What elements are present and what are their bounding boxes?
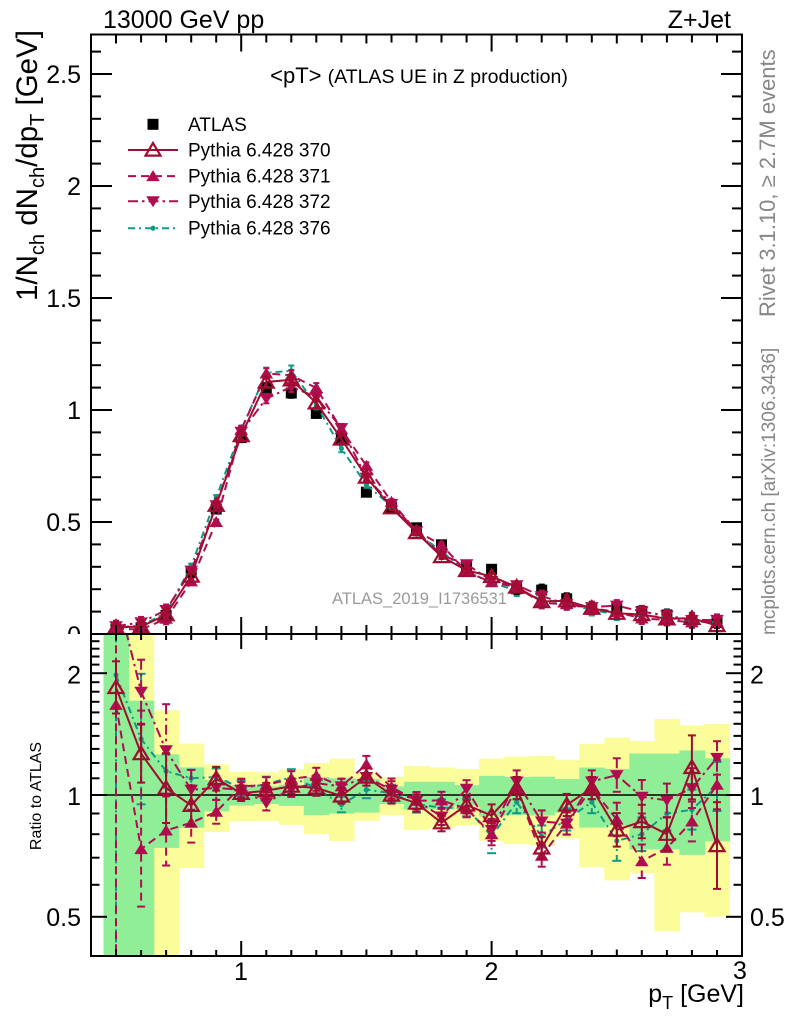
svg-text:1.5: 1.5 [46, 285, 81, 313]
svg-text:0.5: 0.5 [46, 509, 81, 537]
svg-text:Pythia 6.428 371: Pythia 6.428 371 [188, 167, 331, 188]
svg-text:1: 1 [67, 783, 81, 811]
svg-text:Rivet 3.1.10, ≥ 2.7M events: Rivet 3.1.10, ≥ 2.7M events [755, 49, 780, 317]
svg-text:2: 2 [485, 958, 499, 986]
svg-text:Pythia 6.428 372: Pythia 6.428 372 [188, 192, 331, 213]
svg-text:3: 3 [733, 957, 747, 985]
svg-text:0: 0 [67, 622, 81, 650]
svg-text:2: 2 [67, 173, 81, 201]
svg-text:13000 GeV pp: 13000 GeV pp [103, 6, 264, 34]
svg-text:1: 1 [234, 958, 248, 986]
svg-text:2: 2 [750, 662, 764, 690]
svg-text:Ratio to ATLAS: Ratio to ATLAS [28, 742, 45, 850]
svg-text:1: 1 [750, 783, 764, 811]
svg-text:0.5: 0.5 [46, 904, 81, 932]
svg-text:ATLAS_2019_I1736531: ATLAS_2019_I1736531 [332, 590, 507, 608]
svg-text:<pT> (ATLAS UE in Z production: <pT> (ATLAS UE in Z production) [270, 63, 568, 88]
svg-text:ATLAS: ATLAS [188, 115, 247, 136]
svg-text:0.5: 0.5 [750, 904, 785, 932]
svg-text:1/Nch dNch/dpT [GeV]: 1/Nch dNch/dpT [GeV] [11, 30, 49, 301]
svg-text:1: 1 [67, 397, 81, 425]
svg-text:mcplots.cern.ch [arXiv:1306.34: mcplots.cern.ch [arXiv:1306.3436] [759, 348, 780, 635]
svg-text:2.5: 2.5 [46, 61, 81, 89]
svg-text:2: 2 [67, 662, 81, 690]
svg-text:Pythia 6.428 370: Pythia 6.428 370 [188, 141, 331, 162]
svg-text:Z+Jet: Z+Jet [668, 6, 731, 34]
svg-text:Pythia 6.428 376: Pythia 6.428 376 [188, 219, 331, 240]
